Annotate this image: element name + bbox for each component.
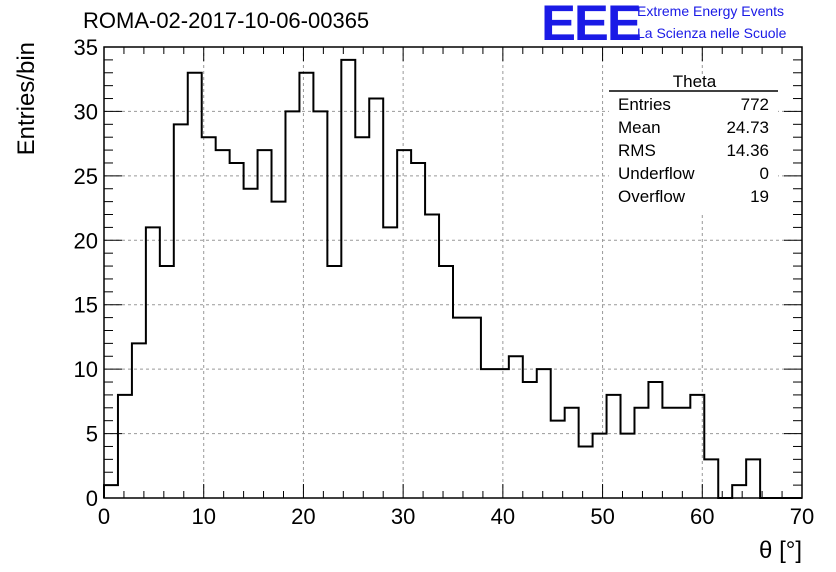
histogram-bin xyxy=(258,150,272,498)
logo-subtitle-2: La Scienza nelle Scuole xyxy=(637,25,787,41)
stats-value: 772 xyxy=(741,95,769,114)
histogram-bin xyxy=(551,421,565,498)
x-tick-label: 0 xyxy=(98,504,110,529)
stats-label: Underflow xyxy=(618,164,695,183)
x-tick-label: 50 xyxy=(590,504,614,529)
stats-label: RMS xyxy=(618,141,656,160)
eee-logo: EEE xyxy=(541,0,642,51)
histogram-bin xyxy=(104,485,118,498)
logo-subtitle-1: Extreme Energy Events xyxy=(637,3,785,19)
chart-title: ROMA-02-2017-10-06-00365 xyxy=(83,8,370,33)
histogram-bin xyxy=(397,150,411,498)
y-axis-label: Entries/bin xyxy=(13,42,40,155)
histogram-bin xyxy=(676,408,690,498)
stats-value: 19 xyxy=(750,187,769,206)
histogram-bin xyxy=(355,137,369,498)
stats-value: 0 xyxy=(760,164,769,183)
y-tick-label: 5 xyxy=(86,422,98,447)
histogram-bin xyxy=(188,73,202,498)
histogram-bin xyxy=(411,163,425,498)
histogram-bin xyxy=(523,382,537,498)
x-tick-label: 20 xyxy=(291,504,315,529)
histogram-bin xyxy=(579,446,593,498)
plot-frame xyxy=(103,46,803,499)
y-tick-label: 30 xyxy=(74,99,98,124)
histogram-bin xyxy=(313,111,327,498)
histogram-bin xyxy=(341,60,355,498)
x-axis-label: θ [°] xyxy=(759,537,802,564)
stats-value: 24.73 xyxy=(726,118,769,137)
histogram-bin xyxy=(202,137,216,498)
histogram-bin xyxy=(299,73,313,498)
histogram-bin xyxy=(216,150,230,498)
y-tick-label: 10 xyxy=(74,357,98,382)
x-tick-label: 10 xyxy=(191,504,215,529)
x-tick-label: 70 xyxy=(790,504,814,529)
histogram-bin xyxy=(495,369,509,498)
y-tick-label: 20 xyxy=(74,228,98,253)
histogram-bin xyxy=(132,343,146,498)
histogram-bin xyxy=(732,485,746,498)
stats-label: Entries xyxy=(618,95,671,114)
histogram-bin xyxy=(425,215,439,498)
stats-label: Overflow xyxy=(618,187,686,206)
histogram-bin xyxy=(509,356,523,498)
histogram-bin xyxy=(327,266,341,498)
histogram-bin xyxy=(690,395,704,498)
y-tick-label: 0 xyxy=(86,486,98,511)
histogram-bin xyxy=(118,395,132,498)
histogram-bin xyxy=(230,163,244,498)
histogram-bin xyxy=(565,408,579,498)
histogram-bin xyxy=(704,459,718,498)
histogram-bin xyxy=(160,266,174,498)
stats-title: Theta xyxy=(673,72,717,91)
histogram-bin xyxy=(662,408,676,498)
histogram-bin xyxy=(537,369,551,498)
histogram-bin xyxy=(453,318,467,498)
histogram-bin xyxy=(621,434,635,498)
histogram-bin xyxy=(146,227,160,498)
histogram-series xyxy=(103,58,802,499)
histogram-bin xyxy=(481,369,495,498)
histogram-bin xyxy=(746,459,760,498)
x-tick-label: 60 xyxy=(690,504,714,529)
x-tick-label: 40 xyxy=(491,504,515,529)
histogram-bin xyxy=(383,227,397,498)
histogram-bin xyxy=(174,124,188,498)
histogram-bin xyxy=(467,318,481,498)
histogram-bin xyxy=(439,266,453,498)
histogram-bin xyxy=(244,189,258,498)
stats-box-bg xyxy=(609,75,778,215)
y-tick-label: 35 xyxy=(74,35,98,60)
histogram-bin xyxy=(369,99,383,498)
stats-label: Mean xyxy=(618,118,661,137)
x-tick-label: 30 xyxy=(391,504,415,529)
y-tick-label: 15 xyxy=(74,293,98,318)
histogram-bin xyxy=(272,202,286,498)
histogram-bin xyxy=(607,395,621,498)
histogram-bin xyxy=(634,408,648,498)
stats-value: 14.36 xyxy=(726,141,769,160)
histogram-bin xyxy=(285,111,299,498)
y-tick-label: 25 xyxy=(74,164,98,189)
histogram-bin xyxy=(593,434,607,498)
histogram-bin xyxy=(648,382,662,498)
